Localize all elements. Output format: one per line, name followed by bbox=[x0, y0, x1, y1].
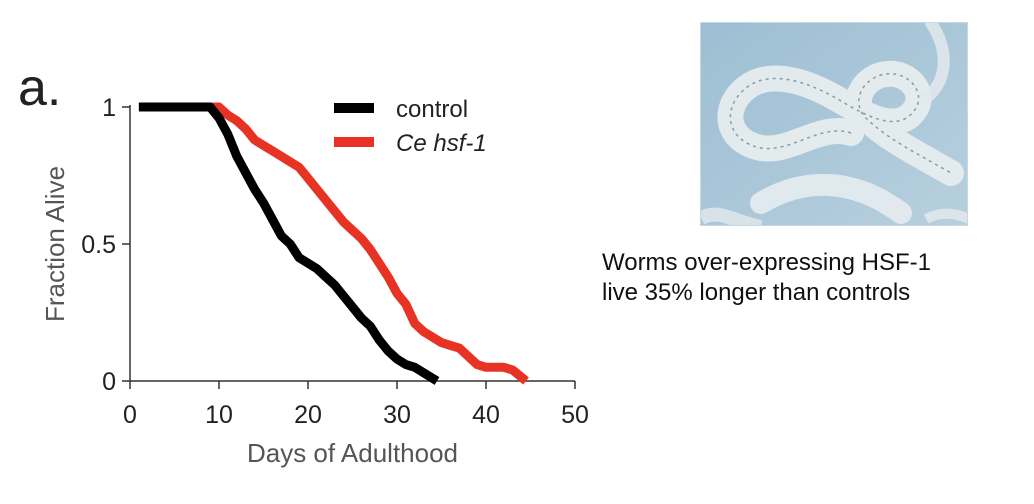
x-tick-label: 50 bbox=[561, 401, 589, 429]
chart-legend: control Ce hsf-1 bbox=[334, 96, 487, 157]
x-tick-label: 30 bbox=[383, 401, 411, 429]
x-axis-label: Days of Adulthood bbox=[247, 438, 458, 468]
y-tick-label: 0.5 bbox=[81, 231, 116, 259]
legend-label: control bbox=[396, 96, 468, 123]
y-tick-label: 0 bbox=[102, 368, 116, 396]
panel-label: a. bbox=[18, 59, 62, 117]
x-tick-label: 20 bbox=[294, 401, 322, 429]
chart-axes: 0 10 20 30 40 50 0 0.5 1 bbox=[81, 94, 589, 429]
x-tick-label: 10 bbox=[205, 401, 233, 429]
microscopy-worm-photo-icon bbox=[701, 23, 967, 225]
series-line-ce-hsf-1 bbox=[138, 102, 529, 385]
caption-line-2: live 35% longer than controls bbox=[602, 279, 911, 306]
worm-microscopy-photo bbox=[700, 22, 968, 226]
photo-caption: Worms over-expressing HSF-1 live 35% lon… bbox=[602, 248, 931, 308]
y-tick-label: 1 bbox=[102, 94, 116, 122]
series-line-control bbox=[138, 102, 440, 385]
y-axis-label: Fraction Alive bbox=[40, 166, 70, 322]
caption-line-1: Worms over-expressing HSF-1 bbox=[602, 249, 931, 276]
chart-axis-labels: Days of Adulthood Fraction Alive bbox=[40, 166, 458, 468]
x-tick-label: 0 bbox=[123, 401, 137, 429]
chart-series-layer bbox=[138, 102, 529, 385]
x-tick-label: 40 bbox=[472, 401, 500, 429]
legend-label: Ce hsf-1 bbox=[396, 130, 487, 157]
survival-chart: 0 10 20 30 40 50 0 0.5 1 control Ce hsf-1 Days of… bbox=[40, 94, 589, 468]
